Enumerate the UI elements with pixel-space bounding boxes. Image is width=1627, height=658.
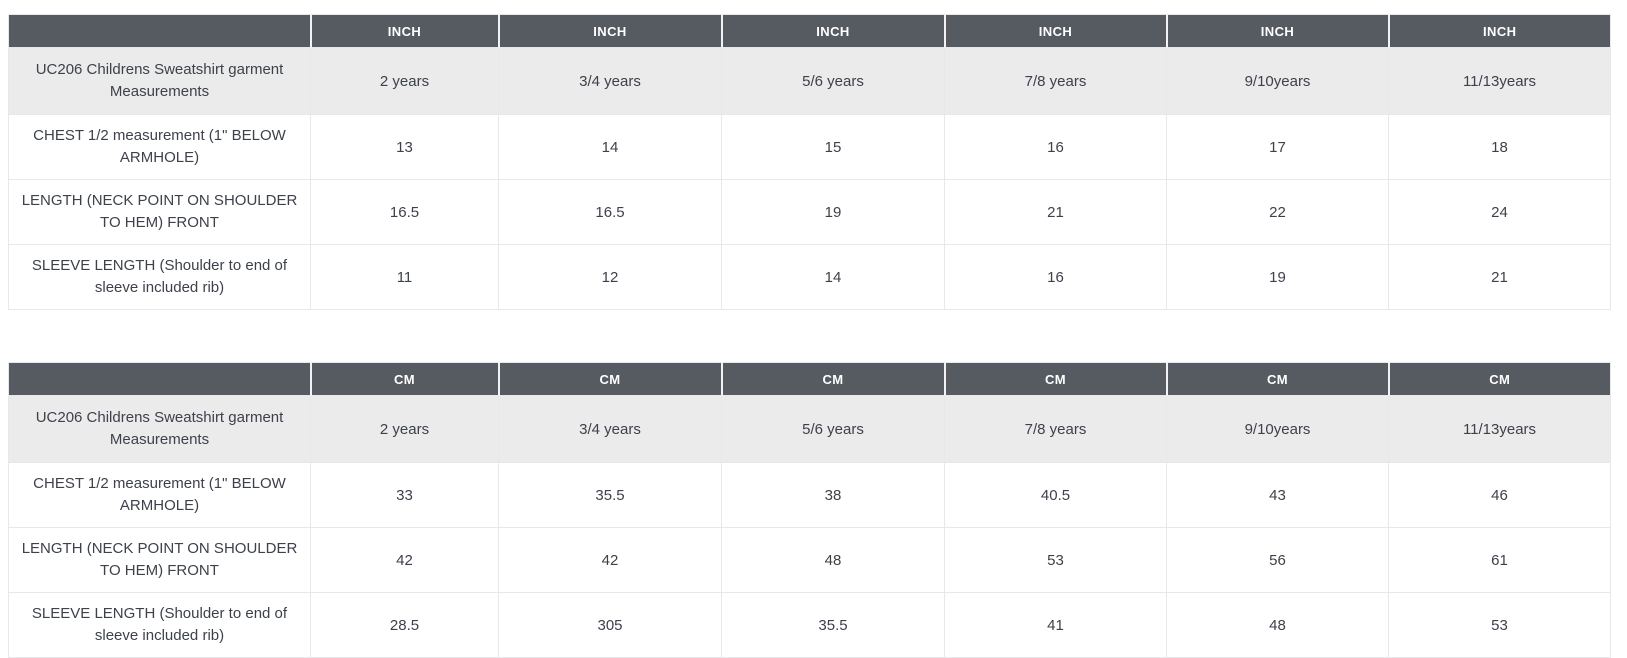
value-cell: 48: [721, 527, 945, 593]
value-cell: 53: [944, 527, 1167, 593]
table-row: SLEEVE LENGTH (Shoulder to end of sleeve…: [8, 244, 1611, 310]
corner-cell: [8, 362, 311, 396]
table-title-cell: UC206 Childrens Sweatshirt garment Measu…: [8, 47, 311, 115]
value-cell: 12: [498, 244, 722, 310]
table-title-cell: UC206 Childrens Sweatshirt garment Measu…: [8, 395, 311, 463]
cm-unit-header-row: CM CM CM CM CM CM: [8, 362, 1611, 396]
value-cell: 28.5: [310, 592, 499, 658]
size-cell: 7/8 years: [944, 47, 1167, 115]
value-cell: 24: [1388, 179, 1611, 245]
size-cell: 2 years: [310, 47, 499, 115]
value-cell: 42: [310, 527, 499, 593]
inch-unit-header-cell: INCH: [1165, 14, 1389, 48]
measurement-label-cell: CHEST 1/2 measurement (1" BELOW ARMHOLE): [8, 114, 311, 180]
table-row: CHEST 1/2 measurement (1" BELOW ARMHOLE)…: [8, 462, 1611, 528]
value-cell: 21: [944, 179, 1167, 245]
size-label-row: UC206 Childrens Sweatshirt garment Measu…: [8, 47, 1611, 115]
inch-size-table: INCH INCH INCH INCH INCH INCH UC206 Childrens …: [8, 14, 1611, 310]
cm-unit-header-cell: CM: [720, 362, 945, 396]
cm-unit-header-cell: CM: [1387, 362, 1611, 396]
cm-unit-header-cell: CM: [497, 362, 722, 396]
table-row: CHEST 1/2 measurement (1" BELOW ARMHOLE)…: [8, 114, 1611, 180]
cm-unit-header-cell: CM: [309, 362, 499, 396]
cm-unit-header-cell: CM: [943, 362, 1167, 396]
value-cell: 42: [498, 527, 722, 593]
value-cell: 14: [721, 244, 945, 310]
measurement-label-cell: LENGTH (NECK POINT ON SHOULDER TO HEM) F…: [8, 179, 311, 245]
value-cell: 16.5: [310, 179, 499, 245]
inch-unit-header-cell: INCH: [309, 14, 499, 48]
size-cell: 2 years: [310, 395, 499, 463]
value-cell: 15: [721, 114, 945, 180]
value-cell: 14: [498, 114, 722, 180]
size-cell: 5/6 years: [721, 47, 945, 115]
value-cell: 19: [721, 179, 945, 245]
inch-table-container: INCH INCH INCH INCH INCH INCH UC206 Childrens …: [8, 14, 1611, 310]
table-row: LENGTH (NECK POINT ON SHOULDER TO HEM) F…: [8, 179, 1611, 245]
inch-unit-header-cell: INCH: [943, 14, 1167, 48]
size-cell: 5/6 years: [721, 395, 945, 463]
measurement-label-cell: CHEST 1/2 measurement (1" BELOW ARMHOLE): [8, 462, 311, 528]
value-cell: 21: [1388, 244, 1611, 310]
measurement-label-cell: SLEEVE LENGTH (Shoulder to end of sleeve…: [8, 244, 311, 310]
value-cell: 61: [1388, 527, 1611, 593]
size-cell: 11/13years: [1388, 395, 1611, 463]
table-row: SLEEVE LENGTH (Shoulder to end of sleeve…: [8, 592, 1611, 658]
value-cell: 19: [1166, 244, 1389, 310]
value-cell: 38: [721, 462, 945, 528]
corner-cell: [8, 14, 311, 48]
size-chart-page: INCH INCH INCH INCH INCH INCH UC206 Childrens …: [8, 14, 1611, 658]
value-cell: 13: [310, 114, 499, 180]
value-cell: 43: [1166, 462, 1389, 528]
cm-table-container: CM CM CM CM CM CM UC206 Childrens Sweatshirt g…: [8, 362, 1611, 658]
size-cell: 11/13years: [1388, 47, 1611, 115]
inch-unit-header-cell: INCH: [497, 14, 722, 48]
value-cell: 18: [1388, 114, 1611, 180]
size-cell: 9/10years: [1166, 47, 1389, 115]
value-cell: 22: [1166, 179, 1389, 245]
cm-size-table: CM CM CM CM CM CM UC206 Childrens Sweatshirt g…: [8, 362, 1611, 658]
value-cell: 16: [944, 114, 1167, 180]
measurement-label-cell: SLEEVE LENGTH (Shoulder to end of sleeve…: [8, 592, 311, 658]
value-cell: 56: [1166, 527, 1389, 593]
cm-unit-header-cell: CM: [1165, 362, 1389, 396]
inch-unit-header-cell: INCH: [720, 14, 945, 48]
size-cell: 3/4 years: [498, 395, 722, 463]
inch-unit-header-cell: INCH: [1387, 14, 1611, 48]
value-cell: 33: [310, 462, 499, 528]
size-cell: 7/8 years: [944, 395, 1167, 463]
value-cell: 46: [1388, 462, 1611, 528]
inch-unit-header-row: INCH INCH INCH INCH INCH INCH: [8, 14, 1611, 48]
value-cell: 35.5: [498, 462, 722, 528]
value-cell: 17: [1166, 114, 1389, 180]
value-cell: 53: [1388, 592, 1611, 658]
value-cell: 16: [944, 244, 1167, 310]
value-cell: 35.5: [721, 592, 945, 658]
value-cell: 41: [944, 592, 1167, 658]
value-cell: 11: [310, 244, 499, 310]
value-cell: 16.5: [498, 179, 722, 245]
measurement-label-cell: LENGTH (NECK POINT ON SHOULDER TO HEM) F…: [8, 527, 311, 593]
size-cell: 9/10years: [1166, 395, 1389, 463]
size-label-row: UC206 Childrens Sweatshirt garment Measu…: [8, 395, 1611, 463]
size-cell: 3/4 years: [498, 47, 722, 115]
table-row: LENGTH (NECK POINT ON SHOULDER TO HEM) F…: [8, 527, 1611, 593]
value-cell: 40.5: [944, 462, 1167, 528]
value-cell: 48: [1166, 592, 1389, 658]
value-cell: 305: [498, 592, 722, 658]
